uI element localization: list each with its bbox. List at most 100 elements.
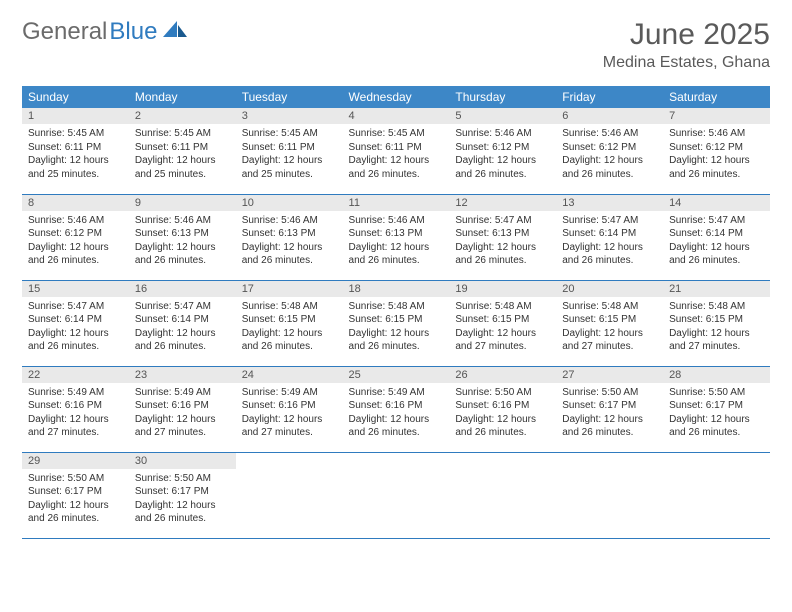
calendar-day-cell: 21Sunrise: 5:48 AMSunset: 6:15 PMDayligh… [663,280,770,366]
calendar-day-cell: 22Sunrise: 5:49 AMSunset: 6:16 PMDayligh… [22,366,129,452]
calendar-day-cell: 6Sunrise: 5:46 AMSunset: 6:12 PMDaylight… [556,108,663,194]
location-label: Medina Estates, Ghana [603,54,770,72]
day-number: 1 [22,108,129,124]
day-details: Sunrise: 5:47 AMSunset: 6:14 PMDaylight:… [556,211,663,272]
day-number: 16 [129,281,236,297]
calendar-day-cell: 26Sunrise: 5:50 AMSunset: 6:16 PMDayligh… [449,366,556,452]
calendar-table: SundayMondayTuesdayWednesdayThursdayFrid… [22,86,770,539]
calendar-day-cell: 3Sunrise: 5:45 AMSunset: 6:11 PMDaylight… [236,108,343,194]
calendar-day-cell: 19Sunrise: 5:48 AMSunset: 6:15 PMDayligh… [449,280,556,366]
day-details: Sunrise: 5:45 AMSunset: 6:11 PMDaylight:… [343,124,450,185]
page-header: GeneralBlue June 2025 Medina Estates, Gh… [22,18,770,72]
calendar-day-cell: 12Sunrise: 5:47 AMSunset: 6:13 PMDayligh… [449,194,556,280]
day-details: Sunrise: 5:50 AMSunset: 6:16 PMDaylight:… [449,383,556,444]
day-number: 7 [663,108,770,124]
day-details: Sunrise: 5:48 AMSunset: 6:15 PMDaylight:… [556,297,663,358]
day-details: Sunrise: 5:48 AMSunset: 6:15 PMDaylight:… [236,297,343,358]
day-details: Sunrise: 5:46 AMSunset: 6:12 PMDaylight:… [22,211,129,272]
day-number: 17 [236,281,343,297]
day-number: 22 [22,367,129,383]
day-number: 11 [343,195,450,211]
logo-text-2: Blue [109,18,157,46]
day-number: 21 [663,281,770,297]
calendar-day-cell: 10Sunrise: 5:46 AMSunset: 6:13 PMDayligh… [236,194,343,280]
calendar-day-cell: 23Sunrise: 5:49 AMSunset: 6:16 PMDayligh… [129,366,236,452]
calendar-day-cell: 4Sunrise: 5:45 AMSunset: 6:11 PMDaylight… [343,108,450,194]
calendar-day-cell: 5Sunrise: 5:46 AMSunset: 6:12 PMDaylight… [449,108,556,194]
day-details: Sunrise: 5:47 AMSunset: 6:14 PMDaylight:… [22,297,129,358]
calendar-day-cell: 28Sunrise: 5:50 AMSunset: 6:17 PMDayligh… [663,366,770,452]
day-details: Sunrise: 5:50 AMSunset: 6:17 PMDaylight:… [663,383,770,444]
day-number: 5 [449,108,556,124]
day-number: 24 [236,367,343,383]
day-number: 3 [236,108,343,124]
calendar-day-cell: 15Sunrise: 5:47 AMSunset: 6:14 PMDayligh… [22,280,129,366]
calendar-day-cell: 11Sunrise: 5:46 AMSunset: 6:13 PMDayligh… [343,194,450,280]
day-header: Wednesday [343,86,450,108]
day-details: Sunrise: 5:46 AMSunset: 6:12 PMDaylight:… [663,124,770,185]
calendar-day-cell: 24Sunrise: 5:49 AMSunset: 6:16 PMDayligh… [236,366,343,452]
logo-text-1: General [22,18,107,46]
day-number: 15 [22,281,129,297]
day-number: 12 [449,195,556,211]
day-header: Monday [129,86,236,108]
logo: GeneralBlue [22,18,189,46]
calendar-day-cell: 7Sunrise: 5:46 AMSunset: 6:12 PMDaylight… [663,108,770,194]
day-number: 14 [663,195,770,211]
day-details: Sunrise: 5:48 AMSunset: 6:15 PMDaylight:… [449,297,556,358]
calendar-day-cell: 25Sunrise: 5:49 AMSunset: 6:16 PMDayligh… [343,366,450,452]
day-header: Thursday [449,86,556,108]
logo-sail-icon [163,18,189,46]
day-number: 19 [449,281,556,297]
calendar-day-cell: 13Sunrise: 5:47 AMSunset: 6:14 PMDayligh… [556,194,663,280]
day-number: 10 [236,195,343,211]
day-number: 25 [343,367,450,383]
day-details: Sunrise: 5:45 AMSunset: 6:11 PMDaylight:… [129,124,236,185]
calendar-day-cell [556,452,663,538]
day-details: Sunrise: 5:49 AMSunset: 6:16 PMDaylight:… [129,383,236,444]
day-details: Sunrise: 5:49 AMSunset: 6:16 PMDaylight:… [343,383,450,444]
day-number: 8 [22,195,129,211]
day-number: 18 [343,281,450,297]
day-details: Sunrise: 5:49 AMSunset: 6:16 PMDaylight:… [236,383,343,444]
day-details: Sunrise: 5:45 AMSunset: 6:11 PMDaylight:… [236,124,343,185]
calendar-day-cell: 27Sunrise: 5:50 AMSunset: 6:17 PMDayligh… [556,366,663,452]
calendar-week-row: 8Sunrise: 5:46 AMSunset: 6:12 PMDaylight… [22,194,770,280]
day-number: 23 [129,367,236,383]
calendar-day-cell: 16Sunrise: 5:47 AMSunset: 6:14 PMDayligh… [129,280,236,366]
day-details: Sunrise: 5:46 AMSunset: 6:13 PMDaylight:… [236,211,343,272]
calendar-day-cell: 14Sunrise: 5:47 AMSunset: 6:14 PMDayligh… [663,194,770,280]
day-details: Sunrise: 5:48 AMSunset: 6:15 PMDaylight:… [663,297,770,358]
day-number: 20 [556,281,663,297]
calendar-day-cell: 9Sunrise: 5:46 AMSunset: 6:13 PMDaylight… [129,194,236,280]
day-number: 4 [343,108,450,124]
title-block: June 2025 Medina Estates, Ghana [603,18,770,72]
day-header: Friday [556,86,663,108]
calendar-day-cell: 30Sunrise: 5:50 AMSunset: 6:17 PMDayligh… [129,452,236,538]
day-number: 29 [22,453,129,469]
day-header: Saturday [663,86,770,108]
calendar-day-cell: 18Sunrise: 5:48 AMSunset: 6:15 PMDayligh… [343,280,450,366]
day-details: Sunrise: 5:47 AMSunset: 6:14 PMDaylight:… [663,211,770,272]
calendar-day-cell: 1Sunrise: 5:45 AMSunset: 6:11 PMDaylight… [22,108,129,194]
day-header: Tuesday [236,86,343,108]
day-number: 6 [556,108,663,124]
day-number: 26 [449,367,556,383]
calendar-header-row: SundayMondayTuesdayWednesdayThursdayFrid… [22,86,770,108]
calendar-day-cell: 20Sunrise: 5:48 AMSunset: 6:15 PMDayligh… [556,280,663,366]
calendar-day-cell [343,452,450,538]
calendar-week-row: 1Sunrise: 5:45 AMSunset: 6:11 PMDaylight… [22,108,770,194]
calendar-day-cell: 17Sunrise: 5:48 AMSunset: 6:15 PMDayligh… [236,280,343,366]
day-number: 27 [556,367,663,383]
day-number: 13 [556,195,663,211]
day-header: Sunday [22,86,129,108]
day-details: Sunrise: 5:46 AMSunset: 6:12 PMDaylight:… [556,124,663,185]
day-number: 28 [663,367,770,383]
day-number: 2 [129,108,236,124]
calendar-day-cell: 29Sunrise: 5:50 AMSunset: 6:17 PMDayligh… [22,452,129,538]
calendar-day-cell: 2Sunrise: 5:45 AMSunset: 6:11 PMDaylight… [129,108,236,194]
calendar-week-row: 22Sunrise: 5:49 AMSunset: 6:16 PMDayligh… [22,366,770,452]
day-details: Sunrise: 5:47 AMSunset: 6:14 PMDaylight:… [129,297,236,358]
calendar-day-cell [663,452,770,538]
calendar-week-row: 15Sunrise: 5:47 AMSunset: 6:14 PMDayligh… [22,280,770,366]
